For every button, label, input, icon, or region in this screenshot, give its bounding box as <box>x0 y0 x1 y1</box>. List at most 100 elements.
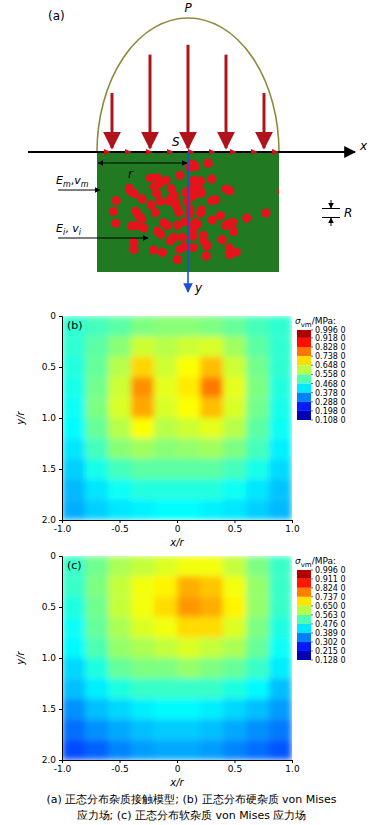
inclusion <box>150 182 159 191</box>
cell <box>154 719 177 739</box>
x-axis-title: x/r <box>169 777 184 788</box>
pressure-profile <box>97 18 279 152</box>
y-tick-mark <box>59 709 62 710</box>
cell <box>246 418 269 438</box>
cell <box>131 617 154 637</box>
y-tick-mark <box>59 418 62 419</box>
radius-label: r <box>128 167 134 181</box>
colorbar-tick <box>311 614 313 615</box>
cell <box>62 658 85 678</box>
cell <box>223 357 246 377</box>
cell <box>177 418 200 438</box>
cell <box>177 316 200 336</box>
inclusion <box>109 207 118 216</box>
colorbar-label: 0.558 0 <box>315 370 346 379</box>
cell <box>223 699 246 719</box>
inclusion <box>170 232 179 241</box>
cell <box>246 438 269 458</box>
cell <box>85 500 108 520</box>
traction-arrow <box>230 149 237 155</box>
cell <box>200 398 223 418</box>
separator: , <box>65 222 72 235</box>
radius-arrow <box>331 200 332 208</box>
colorbar-label: 0.648 0 <box>315 361 346 370</box>
colorbar-label: 0.378 0 <box>315 389 346 398</box>
pointer <box>58 190 100 191</box>
cell <box>62 398 85 418</box>
cell <box>200 438 223 458</box>
y-axis: 00.51.01.52.0 <box>42 551 63 765</box>
caption-line: 应力场; (c) 正态分布软杂质 von Mises 应力场 <box>77 809 307 822</box>
cell <box>177 357 200 377</box>
cell <box>62 699 85 719</box>
colorbar-label: 0.737 0 <box>315 593 346 602</box>
cell <box>62 576 85 596</box>
colorbar-label: 0.824 0 <box>315 584 346 593</box>
inclusion <box>228 218 237 227</box>
cell <box>269 719 292 739</box>
cell <box>154 316 177 336</box>
y-axis: 00.51.01.52.0 <box>42 311 63 525</box>
cell <box>223 398 246 418</box>
y-tick: 0.5 <box>42 362 62 372</box>
inclusion <box>207 196 216 205</box>
cell <box>108 658 131 678</box>
cell <box>62 418 85 438</box>
cell <box>85 398 108 418</box>
inclusion <box>196 177 205 186</box>
cell <box>269 597 292 617</box>
cell <box>154 398 177 418</box>
colorbar-tick <box>311 650 313 651</box>
cell <box>62 617 85 637</box>
inclusion <box>178 233 187 242</box>
cell <box>200 719 223 739</box>
plot-area <box>62 316 292 520</box>
colorbar-band <box>297 374 311 383</box>
cell <box>177 678 200 698</box>
cell <box>85 418 108 438</box>
cell <box>108 398 131 418</box>
colorbar-tick <box>311 330 313 331</box>
x-tick: 0.5 <box>228 520 242 534</box>
cell <box>269 658 292 678</box>
cell <box>269 336 292 356</box>
colorbar-label: 0.108 0 <box>315 416 346 425</box>
cell <box>246 699 269 719</box>
cell <box>131 438 154 458</box>
cell <box>200 357 223 377</box>
cell <box>131 459 154 479</box>
inclusion <box>170 191 179 200</box>
y-tick: 1.5 <box>42 704 62 714</box>
cell <box>131 740 154 760</box>
cell <box>108 597 131 617</box>
y-tick: 1.0 <box>42 653 62 663</box>
inclusion <box>171 199 180 208</box>
inclusion <box>261 208 270 217</box>
inclusion <box>173 221 182 230</box>
colorbar-label: 0.738 0 <box>315 352 346 361</box>
traction-arrow <box>125 149 132 155</box>
cell <box>223 316 246 336</box>
cell <box>131 357 154 377</box>
pressure-arrow <box>149 55 152 148</box>
cell <box>246 377 269 397</box>
x-axis: -1.0-0.500.51.0 <box>54 760 300 774</box>
cell <box>269 398 292 418</box>
cell <box>85 740 108 760</box>
cell <box>223 556 246 576</box>
cell <box>246 638 269 658</box>
colorbar-label: 0.389 0 <box>315 629 346 638</box>
cell <box>131 316 154 336</box>
cell <box>108 699 131 719</box>
x-tick-label: -1.0 <box>54 524 72 534</box>
traction-arrow <box>188 149 195 155</box>
figure: (a)PxSyrEm,vmEi, viR-1.0-0.500.51.000.51… <box>0 0 383 825</box>
x-tick: -1.0 <box>54 760 72 774</box>
stress-field: -1.0-0.500.51.000.51.01.52.0x/ry/r(b)σvm… <box>15 311 346 548</box>
cell <box>85 357 108 377</box>
cell <box>131 719 154 739</box>
cell <box>108 418 131 438</box>
cell <box>200 576 223 596</box>
cell <box>154 500 177 520</box>
cell <box>108 479 131 499</box>
